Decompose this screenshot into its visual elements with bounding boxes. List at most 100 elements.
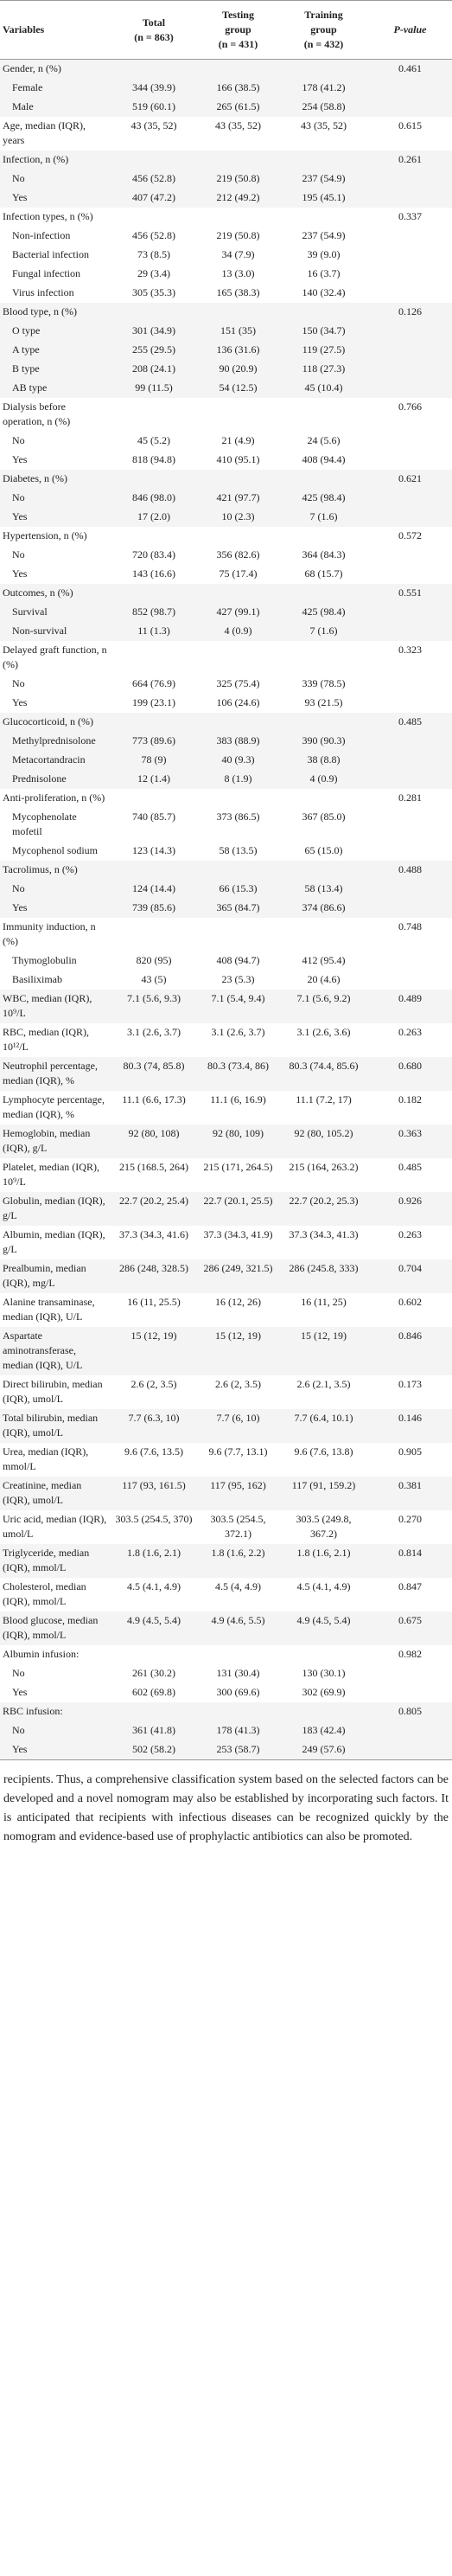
table-row: No 846 (98.0) 421 (97.7) 425 (98.4) xyxy=(0,489,452,508)
cell: 183 (42.4) xyxy=(279,1721,368,1740)
cell: 215 (171, 264.5) xyxy=(203,1161,273,1173)
cell: 0.323 xyxy=(398,644,422,656)
cell: 301 (34.9) xyxy=(111,322,197,341)
table-row: No 361 (41.8) 178 (41.3) 183 (42.4) xyxy=(0,1721,452,1740)
table-row: Cholesterol, median (IQR), mmol/L 4.5 (4.… xyxy=(0,1578,452,1612)
cell xyxy=(368,79,452,98)
table-row: Aspartate aminotransferase, median (IQR)… xyxy=(0,1327,452,1375)
cell: 45 (10.4) xyxy=(279,379,368,398)
cell: 0.847 xyxy=(398,1580,422,1592)
table-row: Delayed graft function, n (%) 0.323 xyxy=(0,641,452,675)
cell: 0.485 xyxy=(398,1161,422,1173)
cell xyxy=(368,170,452,189)
row-label: Lymphocyte percentage, median (IQR), % xyxy=(3,1093,105,1120)
cell: 0.488 xyxy=(368,861,452,880)
cell: 93 (21.5) xyxy=(304,696,343,708)
cell: 0.814 xyxy=(368,1544,452,1578)
row-label: Survival xyxy=(0,603,111,622)
cell: 344 (39.9) xyxy=(111,79,197,98)
row-label: Methylprednisolone xyxy=(0,732,111,751)
header-line: P-value xyxy=(393,23,427,35)
row-label: Yes xyxy=(12,1686,28,1698)
cell: 2.6 (2.1, 3.5) xyxy=(296,1378,351,1390)
cell: 199 (23.1) xyxy=(132,696,175,708)
row-label: Metacortandracin xyxy=(0,751,111,770)
table-row: RBC infusion: 0.805 xyxy=(0,1702,452,1721)
cell xyxy=(279,59,368,79)
cell: 117 (95, 162) xyxy=(197,1477,279,1510)
cell: 165 (38.3) xyxy=(216,286,260,298)
cell: 92 (80, 105.2) xyxy=(279,1125,368,1158)
cell: 7.1 (5.6, 9.2) xyxy=(279,990,368,1023)
cell xyxy=(197,527,279,546)
cell xyxy=(368,603,452,622)
cell: 0.615 xyxy=(398,119,422,131)
cell: 0.263 xyxy=(398,1228,422,1240)
cell: 219 (50.8) xyxy=(216,229,260,241)
row-label: A type xyxy=(0,341,111,360)
table-row: Blood glucose, median (IQR), mmol/L 4.9 (… xyxy=(0,1612,452,1645)
cell: 7 (1.6) xyxy=(279,622,368,641)
row-label: Yes xyxy=(0,1740,111,1760)
cell: 0.281 xyxy=(398,791,422,804)
cell xyxy=(368,246,452,265)
cell: 80.3 (74.4, 85.6) xyxy=(279,1057,368,1091)
cell: 43 (35, 52) xyxy=(215,119,261,131)
row-label: Yes xyxy=(0,899,111,918)
cell: 0.461 xyxy=(368,59,452,79)
row-label: Hemoglobin, median (IQR), g/L xyxy=(0,1125,111,1158)
cell: 0.551 xyxy=(368,584,452,603)
header-line: Total xyxy=(142,16,166,29)
cell: 21 (4.9) xyxy=(221,434,255,446)
row-label: Albumin infusion: xyxy=(3,1648,80,1660)
cell: 7.1 (5.4, 9.4) xyxy=(197,990,279,1023)
cell: 820 (95) xyxy=(136,954,172,966)
cell xyxy=(111,789,197,808)
table-row: Glucocorticoid, n (%) 0.485 xyxy=(0,713,452,732)
row-label: No xyxy=(0,880,111,899)
cell xyxy=(279,584,368,603)
table-row: Neutrophil percentage, median (IQR), % 80… xyxy=(0,1057,452,1091)
row-label: No xyxy=(12,1667,25,1679)
cell: 773 (89.6) xyxy=(111,732,197,751)
row-label: Yes xyxy=(12,453,28,465)
cell: 0.805 xyxy=(368,1702,452,1721)
table-row: Infection types, n (%) 0.337 xyxy=(0,208,452,227)
cell: 38 (8.8) xyxy=(279,751,368,770)
cell: 286 (245.8, 333) xyxy=(279,1259,368,1293)
cell: 54 (12.5) xyxy=(197,379,279,398)
cell xyxy=(368,675,452,694)
cell xyxy=(279,1702,368,1721)
table-row: O type 301 (34.9) 151 (35) 150 (34.7) xyxy=(0,322,452,341)
header-line: group xyxy=(225,23,251,35)
cell: 17 (2.0) xyxy=(111,508,197,527)
cell: 78 (9) xyxy=(111,751,197,770)
column-header: Variables xyxy=(0,0,111,60)
cell xyxy=(197,303,279,322)
cell: 0.680 xyxy=(368,1057,452,1091)
cell: 13 (3.0) xyxy=(221,267,255,279)
cell: 16 (11, 25) xyxy=(301,1296,347,1308)
cell: 15 (12, 19) xyxy=(279,1327,368,1375)
header-line: group xyxy=(310,23,337,35)
cell: 99 (11.5) xyxy=(111,379,197,398)
table-row: Outcomes, n (%) 0.551 xyxy=(0,584,452,603)
cell: 212 (49.2) xyxy=(197,189,279,208)
table-row: Yes 818 (94.8) 410 (95.1) 408 (94.4) xyxy=(0,451,452,470)
cell: 131 (30.4) xyxy=(216,1667,260,1679)
cell xyxy=(279,641,368,675)
cell: 20 (4.6) xyxy=(307,973,341,985)
row-label: No xyxy=(12,548,25,561)
table-row: Tacrolimus, n (%) 0.488 xyxy=(0,861,452,880)
cell: 4.9 (4.5, 5.4) xyxy=(279,1612,368,1645)
cell xyxy=(368,379,452,398)
cell: 0.602 xyxy=(398,1296,422,1308)
cell xyxy=(111,398,197,432)
cell: 408 (94.4) xyxy=(302,453,346,465)
cell xyxy=(368,732,452,751)
cell: 178 (41.3) xyxy=(197,1721,279,1740)
table-row: Globulin, median (IQR), g/L 22.7 (20.2, 2… xyxy=(0,1192,452,1226)
row-label: Yes xyxy=(12,696,28,708)
table-row: Yes 199 (23.1) 106 (24.6) 93 (21.5) xyxy=(0,694,452,713)
data-table: Variables Total (n = 863) Testing group (n = … xyxy=(0,0,452,1760)
